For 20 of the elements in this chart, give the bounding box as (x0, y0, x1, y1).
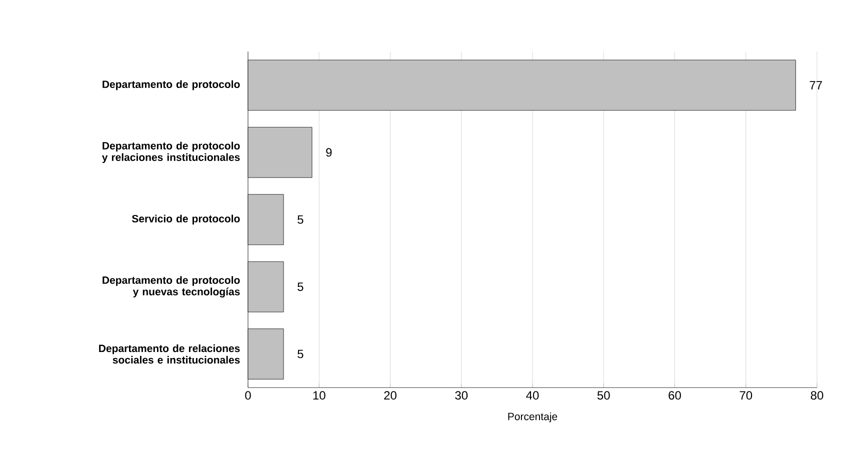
data-label: 5 (298, 282, 304, 291)
x-tick-label: 60 (668, 391, 681, 400)
x-tick-label: 30 (455, 391, 468, 400)
y-tick-label: Departamento de relaciones sociales e institucionales (99, 344, 240, 364)
data-label: 5 (298, 350, 304, 358)
y-tick-label: Departamento de protocolo (102, 80, 240, 90)
data-label: 5 (298, 215, 304, 224)
y-tick-label: Departamento de protocolo y nuevas tecnologías (102, 276, 240, 298)
data-label: 77 (810, 81, 822, 90)
x-tick-label: 0 (245, 391, 251, 400)
x-tick-label: 40 (526, 391, 539, 400)
x-tick-label: 80 (810, 391, 824, 400)
x-tick-label: 20 (384, 391, 396, 400)
x-tick-label: 50 (597, 391, 610, 400)
data-label: 9 (326, 148, 332, 157)
x-axis-title: Porcentaje (508, 412, 558, 422)
x-tick-label: 10 (313, 391, 326, 400)
y-tick-label: Servicio de protocolo (132, 214, 240, 224)
x-tick-label: 70 (740, 391, 752, 400)
y-tick-label: Departamento de protocolo y relaciones institucionales (102, 142, 240, 164)
